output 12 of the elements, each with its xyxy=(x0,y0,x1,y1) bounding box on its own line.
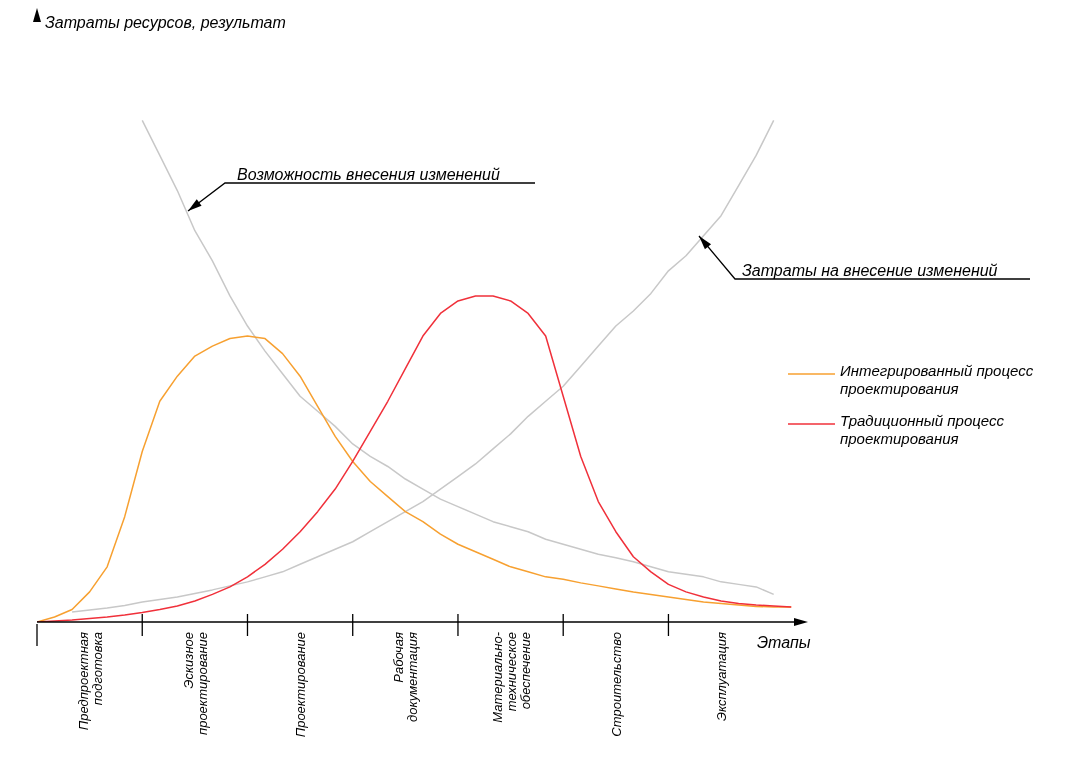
x-tick-label: Строительство xyxy=(608,632,624,737)
x-tick-label: Предпроектная подготовка xyxy=(75,631,105,731)
x-axis-title: Этапы xyxy=(757,634,811,651)
annotation: Затраты на внесение изменений xyxy=(742,262,998,279)
text: Затраты ресурсов, результат xyxy=(45,14,286,31)
x-tick-label: Проектирование xyxy=(293,632,309,738)
x-tick-label: Рабочая документация xyxy=(391,631,421,722)
x-tick-label: Эксплуатация xyxy=(714,631,730,722)
legend-label: Интегрированный процесс проектирования xyxy=(840,362,1035,398)
x-tick-label: Материально-техническое обеспечение xyxy=(489,631,533,723)
annotation: Возможность внесения изменений xyxy=(237,166,500,183)
legend-label: Традиционный процесс проектирования xyxy=(840,412,1005,448)
